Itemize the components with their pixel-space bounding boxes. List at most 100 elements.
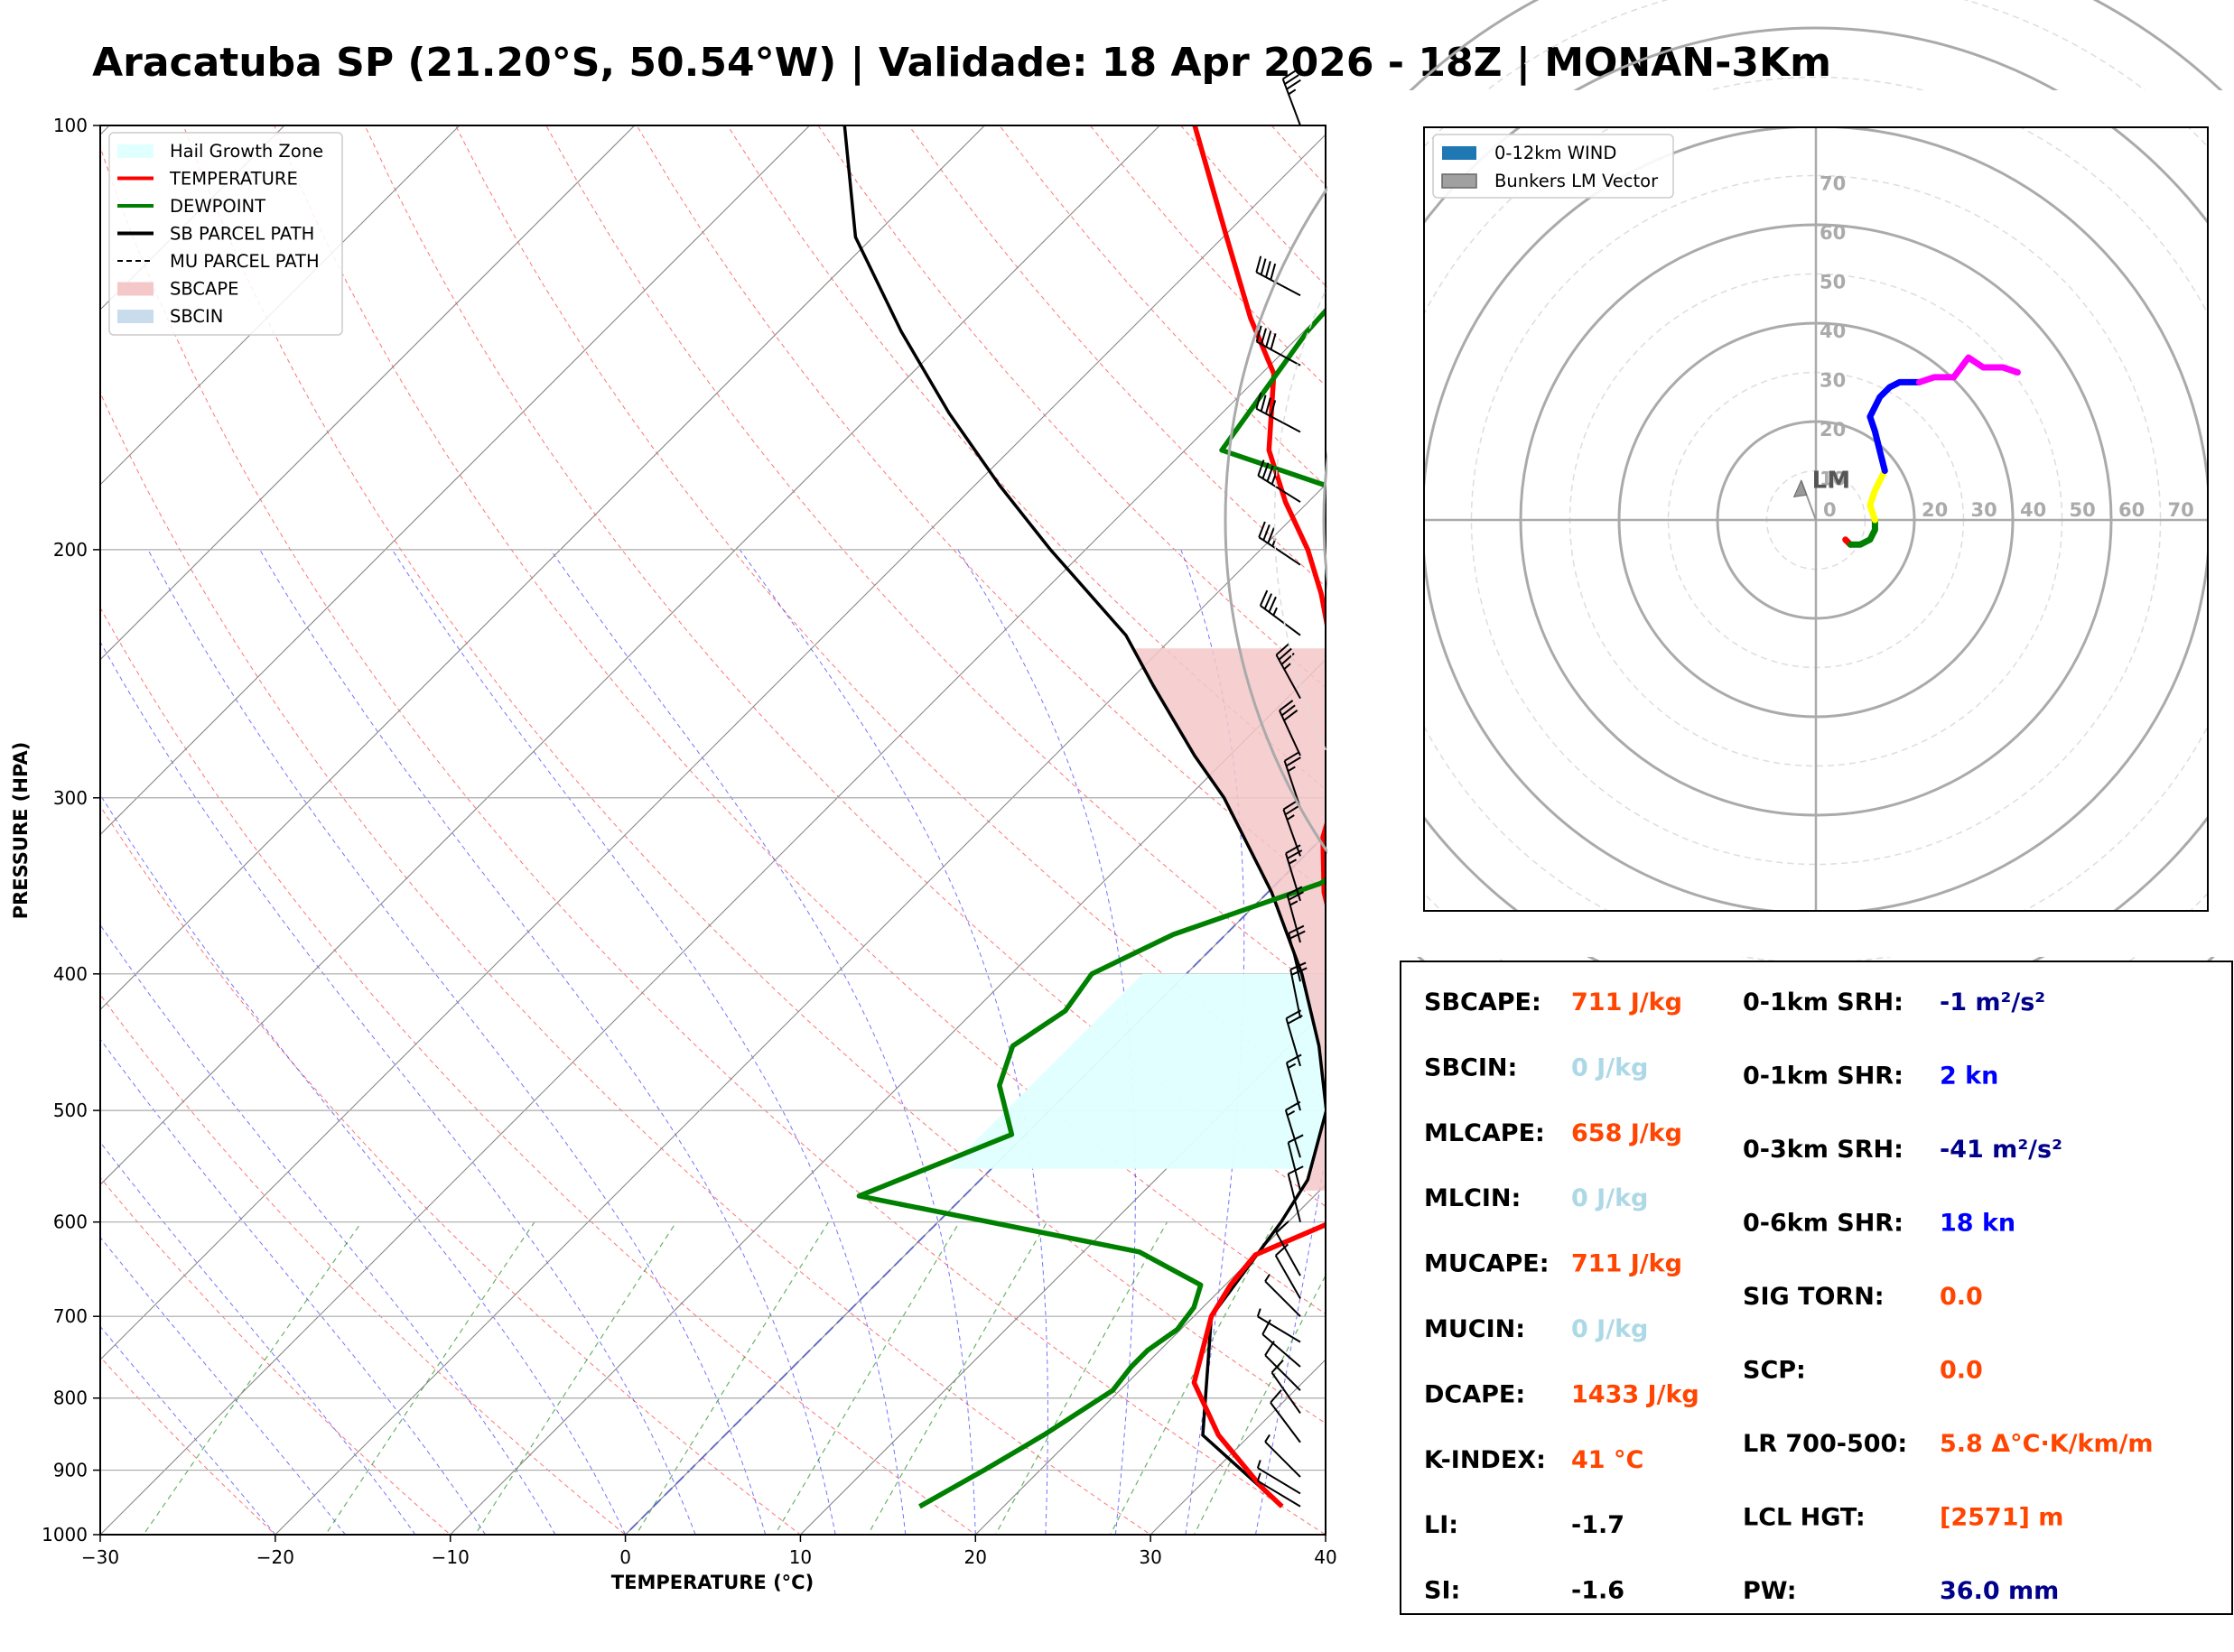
barb-full	[1268, 596, 1277, 613]
barb-staff	[1287, 1142, 1301, 1192]
x-tick-label: −20	[256, 1546, 294, 1568]
legend-entry: SBCAPE	[117, 279, 238, 300]
index-value: 2 kn	[1940, 1063, 1998, 1091]
barb-staff	[1270, 1402, 1301, 1443]
legend-entry: SB PARCEL PATH	[117, 224, 314, 245]
moist-adiabat	[100, 1325, 276, 1535]
y-tick-label: 900	[53, 1460, 88, 1481]
dry-adiabat	[100, 607, 977, 1535]
barb-half	[1283, 663, 1291, 670]
isotherm	[100, 125, 986, 1011]
index-label: LCL HGT:	[1743, 1504, 1866, 1532]
barb-full	[1285, 756, 1301, 767]
wind-barb	[1259, 589, 1301, 636]
barb-staff	[1275, 654, 1301, 700]
index-label: SI:	[1424, 1577, 1460, 1605]
barb-staff	[1286, 894, 1301, 943]
isotherm	[100, 125, 461, 486]
moist-adiabat	[259, 549, 836, 1535]
isotherm	[100, 134, 1326, 1360]
index-value: -1.7	[1571, 1511, 1624, 1539]
barb-full	[1285, 844, 1301, 855]
index-value: 0 J/kg	[1571, 1184, 1648, 1212]
dry-adiabat	[274, 125, 1326, 1315]
wind-barb	[1256, 1308, 1301, 1343]
wind-barb	[1256, 1472, 1301, 1508]
barb-full	[1286, 79, 1301, 90]
barb-full	[1275, 1220, 1289, 1233]
lm-arrowhead	[1792, 479, 1808, 498]
index-value: 711 J/kg	[1571, 988, 1682, 1016]
barb-staff	[1260, 605, 1301, 636]
barb-full	[1270, 400, 1277, 417]
skew-t-legend: Hail Growth Zone TEMPERATURE DEWPOINT SB PA…	[108, 132, 343, 336]
index-label: LR 700-500:	[1743, 1430, 1907, 1458]
wind-barb	[1279, 700, 1301, 756]
mixing-ratio-line	[474, 1221, 677, 1535]
hodograph-panel: 10 20 30 40 50 60 70 0 20 30 40 50 60 70 LM 0-12km WIN…	[1224, 0, 2234, 1112]
barb-half	[1264, 1434, 1271, 1443]
figure-title: Aracatuba SP (21.20°S, 50.54°W) | Valida…	[92, 40, 1831, 86]
legend-entry: DEWPOINT	[117, 196, 265, 217]
skew-t-axes: −30 −20 −10 0 10 20 30 40 1000 900 800 700 600 500 400…	[42, 115, 1337, 1568]
wind-barb	[1283, 751, 1301, 809]
isotherm	[100, 125, 811, 836]
hodograph-frame-top	[1423, 126, 2209, 912]
mixing-ratio-line	[994, 1221, 1168, 1535]
barb-staff	[1282, 809, 1301, 857]
barb-staff	[1287, 1174, 1301, 1222]
dry-adiabat	[100, 805, 802, 1535]
isotherm	[275, 484, 1326, 1535]
barb-half	[1288, 88, 1297, 96]
skew-t-frame	[99, 125, 1326, 1536]
hodograph-clip-bottom	[1327, 912, 2234, 957]
wind-barb	[1285, 1053, 1302, 1111]
wind-barb	[1256, 1460, 1301, 1495]
barb-staff	[1255, 271, 1301, 297]
index-label: SCP:	[1743, 1357, 1806, 1385]
moist-adiabat	[957, 549, 1136, 1535]
y-tick-label: 400	[53, 963, 88, 985]
barb-staff	[1281, 79, 1301, 126]
barb-half	[1286, 814, 1295, 821]
barb-half	[1288, 858, 1297, 865]
legend-label: TEMPERATURE	[169, 169, 298, 190]
barb-full	[1284, 804, 1300, 816]
x-tick-label: −30	[81, 1546, 119, 1568]
barb-full	[1255, 325, 1262, 342]
barb-staff	[1264, 1441, 1301, 1478]
isotherm	[449, 658, 1326, 1535]
index-value: 36.0 mm	[1940, 1577, 2059, 1605]
index-label: K-INDEX:	[1424, 1446, 1546, 1474]
index-label: LI:	[1424, 1511, 1458, 1539]
barb-full	[1280, 704, 1296, 717]
barb-half	[1289, 900, 1299, 906]
y-tick-label: 500	[53, 1100, 88, 1121]
hodograph-legend-box	[1432, 134, 1674, 199]
index-label: 0-3km SRH:	[1743, 1136, 1904, 1164]
index-value: 41 °C	[1571, 1446, 1643, 1474]
barb-full	[1255, 255, 1262, 273]
x-tick-label: 0	[619, 1546, 631, 1568]
index-label: MUCAPE:	[1424, 1250, 1550, 1278]
isotherm	[100, 125, 636, 661]
index-label: 0-6km SHR:	[1743, 1210, 1904, 1238]
index-label: 0-1km SHR:	[1743, 1063, 1904, 1091]
skew-t-panel: −30 −20 −10 0 10 20 30 40 1000 900 800 700 600 500 400…	[10, 69, 1337, 1593]
mixing-ratio-line	[867, 1221, 1048, 1535]
x-tick-label: 30	[1139, 1546, 1161, 1568]
dry-adiabat	[100, 1176, 451, 1535]
index-value: 0.0	[1940, 1357, 1983, 1385]
legend-swatch	[117, 144, 154, 158]
hodograph-legend-entry: 0-12km WIND	[1442, 143, 1616, 163]
index-value: 5.8 Δ°C·K/km/m	[1940, 1430, 2154, 1458]
barb-half	[1264, 1273, 1271, 1282]
barb-staff	[1257, 475, 1301, 503]
legend-swatch	[117, 310, 154, 323]
barb-half	[1256, 1460, 1261, 1469]
index-value: -41 m²/s²	[1940, 1136, 2062, 1164]
barb-staff	[1279, 710, 1301, 756]
barb-full	[1262, 524, 1271, 541]
indices-table: SBCAPE: 711 J/kg SBCIN: 0 J/kg MLCAPE: 658 J/…	[1424, 988, 2154, 1605]
index-label: MLCAPE:	[1424, 1119, 1545, 1147]
